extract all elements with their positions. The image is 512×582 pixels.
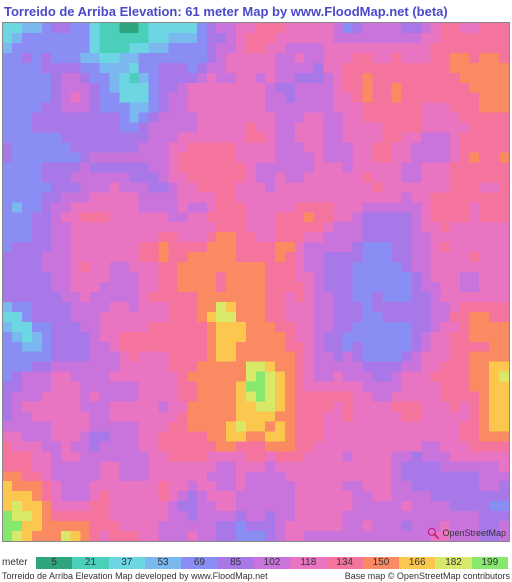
legend-labels: meter 5 21 37 53 69 85 102 118 134 150 166 182 199 bbox=[0, 556, 512, 568]
legend-unit: meter bbox=[2, 557, 28, 568]
osm-label: OpenStreetMap bbox=[442, 528, 506, 538]
legend-tick: 53 bbox=[158, 557, 169, 568]
legend-tick: 69 bbox=[194, 557, 205, 568]
legend-tick: 166 bbox=[409, 557, 426, 568]
legend-tick: 5 bbox=[51, 557, 57, 568]
elevation-map bbox=[2, 22, 510, 542]
osm-attribution: OpenStreetMap bbox=[426, 526, 506, 540]
heatmap-canvas bbox=[3, 23, 509, 541]
legend-tick: 199 bbox=[482, 557, 499, 568]
legend-tick: 85 bbox=[230, 557, 241, 568]
legend-tick: 134 bbox=[336, 557, 353, 568]
footer-credit-right: Base map © OpenStreetMap contributors bbox=[345, 571, 510, 581]
legend-tick: 182 bbox=[445, 557, 462, 568]
legend-tick: 21 bbox=[85, 557, 96, 568]
legend-tick: 150 bbox=[373, 557, 390, 568]
legend-tick: 37 bbox=[121, 557, 132, 568]
legend-tick: 102 bbox=[264, 557, 281, 568]
page-title: Torreido de Arriba Elevation: 61 meter M… bbox=[4, 4, 448, 19]
footer: Torreido de Arriba Elevation Map develop… bbox=[0, 569, 512, 582]
magnifier-icon bbox=[426, 526, 440, 540]
footer-credit-left: Torreido de Arriba Elevation Map develop… bbox=[2, 571, 268, 581]
legend-tick: 118 bbox=[300, 557, 316, 568]
